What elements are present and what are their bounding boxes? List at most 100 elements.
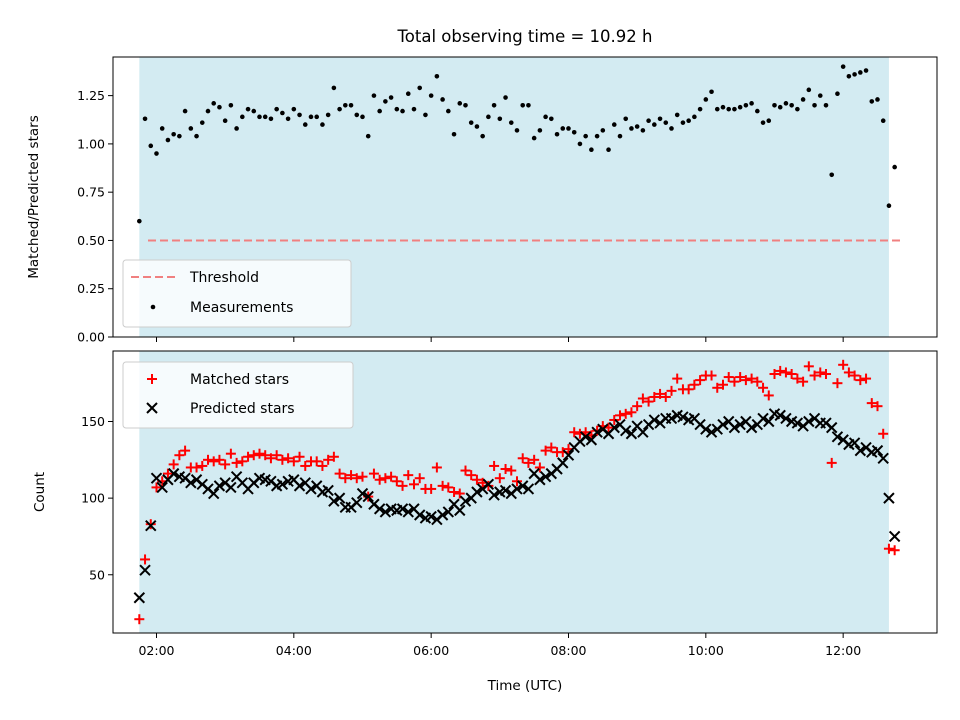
matched-star-point xyxy=(637,393,648,404)
legend-predicted-swatch xyxy=(146,402,158,414)
matched-star-point xyxy=(323,454,334,465)
matched-star-point xyxy=(746,373,757,384)
matched-star-point xyxy=(723,372,734,383)
measurement-point xyxy=(240,114,245,120)
measurement-point xyxy=(257,114,262,120)
matched-star-point xyxy=(843,367,854,378)
matched-star-point xyxy=(861,373,872,384)
predicted-star-point xyxy=(351,497,363,509)
measurement-point xyxy=(634,124,640,129)
predicted-star-point xyxy=(557,457,569,469)
predicted-star-point xyxy=(757,412,769,425)
predicted-star-point xyxy=(562,449,575,461)
matched-star-point xyxy=(288,456,299,467)
measurement-point xyxy=(892,164,897,170)
measurement-point xyxy=(234,126,239,131)
predicted-star-point xyxy=(293,480,306,492)
x-tick-label: 12:00 xyxy=(825,643,861,658)
matched-star-point xyxy=(809,370,820,381)
measurement-point xyxy=(669,126,674,131)
predicted-star-point xyxy=(848,437,861,449)
y-axis-label-bottom: Count xyxy=(32,472,48,512)
predicted-star-point xyxy=(442,506,455,518)
predicted-star-point xyxy=(620,424,632,437)
measurement-point xyxy=(726,106,732,112)
y-tick-label: 0.50 xyxy=(77,233,105,248)
matched-star-point xyxy=(786,368,797,379)
matched-star-point xyxy=(735,372,746,383)
predicted-star-point xyxy=(625,428,638,440)
measurement-point xyxy=(692,114,697,120)
measurement-point xyxy=(549,116,554,122)
measurement-point xyxy=(840,64,846,69)
matched-star-point xyxy=(351,473,362,484)
measurement-point xyxy=(755,108,760,114)
measurement-points xyxy=(137,64,897,224)
matched-star-point xyxy=(832,378,843,389)
measurement-point xyxy=(165,137,171,143)
matched-star-point xyxy=(243,451,254,462)
predicted-star-point xyxy=(213,480,226,492)
measurement-point xyxy=(331,85,337,91)
measurement-point xyxy=(154,151,159,156)
measurement-point xyxy=(360,114,365,120)
matched-star-point xyxy=(414,473,425,484)
predicted-star-point xyxy=(225,481,237,494)
measurement-point xyxy=(537,128,543,133)
matched-star-point xyxy=(162,468,173,479)
predicted-star-point xyxy=(648,414,661,426)
predicted-star-point xyxy=(677,411,689,423)
matched-star-point xyxy=(260,450,271,461)
matched-star-point xyxy=(500,464,511,475)
matched-star-point xyxy=(763,390,774,401)
predicted-star-point xyxy=(585,434,598,446)
measurement-point xyxy=(337,106,342,112)
matched-star-point xyxy=(643,396,654,407)
predicted-star-point xyxy=(705,426,718,438)
measurement-point xyxy=(268,116,274,122)
matched-star-point xyxy=(254,448,265,459)
matched-star-point xyxy=(454,488,465,499)
matched-star-point xyxy=(220,459,231,470)
measurement-point xyxy=(159,126,165,131)
measurement-point xyxy=(520,102,526,108)
measurement-point xyxy=(411,106,417,112)
matched-star-point xyxy=(300,460,311,471)
predicted-star-point xyxy=(877,452,889,464)
matched-star-point xyxy=(878,428,889,439)
legend-box-top xyxy=(122,259,352,328)
measurement-point xyxy=(148,143,154,149)
measurement-point xyxy=(480,133,485,139)
predicted-star-point xyxy=(791,417,804,429)
measurement-point xyxy=(325,112,331,118)
measurement-point xyxy=(829,172,835,178)
measurement-point xyxy=(589,147,594,152)
measurement-point xyxy=(852,72,857,77)
matched-star-point xyxy=(655,388,666,399)
y-tick-label: 1.25 xyxy=(77,88,105,103)
matched-star-point xyxy=(466,470,477,481)
predicted-star-point xyxy=(362,490,374,503)
measurement-point xyxy=(394,106,400,112)
measurement-point xyxy=(508,120,514,125)
matched-star-point xyxy=(357,471,368,482)
predicted-star-point xyxy=(511,483,523,495)
measurement-point xyxy=(554,131,560,137)
legend-measurements-swatch xyxy=(150,304,156,310)
measurement-point xyxy=(440,97,445,102)
x-tick-label: 10:00 xyxy=(688,643,724,658)
matched-star-point xyxy=(214,454,225,465)
predicted-star-point xyxy=(888,530,901,543)
matched-star-point xyxy=(443,482,454,493)
measurement-point xyxy=(182,108,188,114)
plot-frame-bottom xyxy=(112,350,938,634)
predicted-star-point xyxy=(133,592,146,604)
measurement-point xyxy=(789,102,794,108)
measurement-point xyxy=(543,114,548,120)
predicted-star-point xyxy=(522,483,535,495)
matched-star-point xyxy=(729,376,740,387)
predicted-star-point xyxy=(156,481,168,494)
x-tick-label: 04:00 xyxy=(276,643,312,658)
measurement-point xyxy=(869,99,875,104)
matched-star-point xyxy=(546,442,557,453)
